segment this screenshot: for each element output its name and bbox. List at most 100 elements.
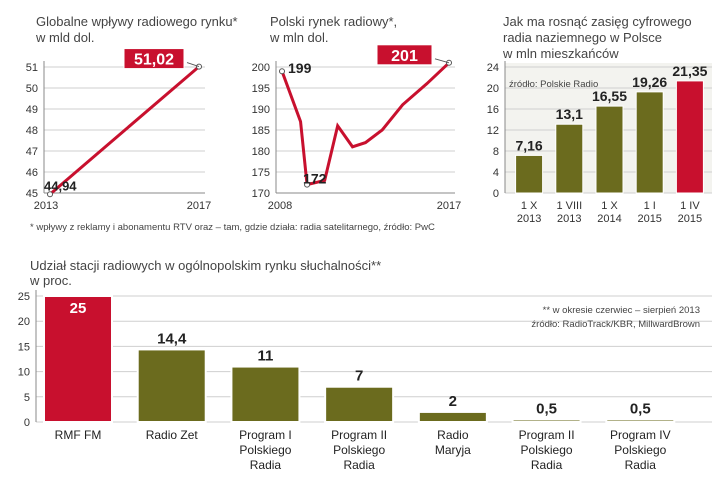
chart4-ytick: 0 xyxy=(24,417,30,429)
chart4-category-label: Radio Zet xyxy=(146,428,199,442)
chart3-ytick: 20 xyxy=(487,83,499,95)
chart4-category-label: Radia xyxy=(531,458,563,472)
chart4-category-label: Radia xyxy=(343,458,375,472)
chart3-value-label: 13,1 xyxy=(556,106,583,122)
chart4-category-label: Program I xyxy=(239,428,292,442)
chart4-value-label: 25 xyxy=(70,300,87,317)
chart4-value-label: 11 xyxy=(257,348,273,365)
chart4-ytick: 20 xyxy=(18,316,30,328)
chart4-category-label: Radia xyxy=(250,458,282,472)
chart4-ytick: 15 xyxy=(18,341,30,353)
chart2-ytick: 175 xyxy=(252,167,270,179)
chart3-ytick: 16 xyxy=(487,104,499,116)
chart4-category-label: Polskiego xyxy=(333,443,385,457)
chart1-ytick: 45 xyxy=(26,188,38,200)
chart1-ytick: 46 xyxy=(26,167,38,179)
chart4-bar xyxy=(324,385,395,423)
chart2-xtick: 2008 xyxy=(268,200,292,212)
chart4-category-label: Radio xyxy=(437,428,469,442)
chart2-ytick: 190 xyxy=(252,104,270,116)
chart2-ytick: 170 xyxy=(252,188,270,200)
chart2-ytick: 200 xyxy=(252,62,270,74)
chart3-category-label: 2015 xyxy=(637,213,661,225)
chart4-value-label: 14,4 xyxy=(157,330,187,347)
chart3-value-label: 16,55 xyxy=(592,88,627,104)
chart1-xtick: 2013 xyxy=(34,200,58,212)
chart1-point xyxy=(47,191,53,198)
chart4-note: ** w okresie czerwiec – sierpień 2013 xyxy=(543,305,700,316)
chart1-ytick: 49 xyxy=(26,104,38,116)
chart3-ytick: 8 xyxy=(493,146,499,158)
chart3-category-label: 2014 xyxy=(597,213,621,225)
chart1-start-label: 44,94 xyxy=(44,178,77,193)
chart2-ytick: 185 xyxy=(252,125,270,137)
chart3-category-label: 1 X xyxy=(601,200,618,212)
chart4-ytick: 5 xyxy=(24,392,30,404)
chart4-bar xyxy=(230,365,301,423)
chart1-ytick: 47 xyxy=(26,146,38,158)
chart3-category-label: 1 I xyxy=(644,200,656,212)
chart3-category-label: 2013 xyxy=(557,213,581,225)
chart4-category-label: Program IV xyxy=(610,428,671,442)
chart2-start-label: 199 xyxy=(288,60,312,76)
chart1-title: Globalne wpływy radiowego rynku* xyxy=(36,14,238,29)
chart1-series-line xyxy=(49,65,200,196)
chart2-title: Polski rynek radiowy*, xyxy=(270,14,397,29)
chart2-point-min xyxy=(304,181,311,188)
chart3-category-label: 2015 xyxy=(678,213,702,225)
chart4-value-label: 7 xyxy=(355,368,363,385)
chart2-ytick: 180 xyxy=(252,146,270,158)
chart3-ytick: 4 xyxy=(493,167,499,179)
chart2-subtitle: w mln dol. xyxy=(269,30,329,45)
chart2-ytick: 195 xyxy=(252,83,270,95)
chart4-bar xyxy=(605,418,676,424)
chart4-category-label: Polskiego xyxy=(521,443,573,457)
chart3-value-label: 7,16 xyxy=(515,137,542,153)
chart3-subtitle: radia naziemnego w Polsce xyxy=(503,30,662,45)
chart3-bar xyxy=(555,123,584,194)
chart4-category-label: Maryja xyxy=(435,443,471,457)
chart2-min-label: 172 xyxy=(303,171,327,187)
chart3-category-label: 1 VIII xyxy=(556,200,582,212)
chart4-bar xyxy=(417,410,488,424)
chart4-value-label: 2 xyxy=(449,393,457,410)
chart3-title: Jak ma rosnąć zasięg cyfrowego xyxy=(503,14,692,29)
chart3-ytick: 24 xyxy=(487,62,499,74)
chart2-xtick: 2017 xyxy=(437,200,461,212)
chart4-category-label: Program II xyxy=(519,428,575,442)
chart2-end-connector xyxy=(434,58,450,64)
chart4-bar xyxy=(136,348,207,424)
chart1-end-label-box xyxy=(123,48,185,70)
chart3-ytick: 12 xyxy=(487,125,499,137)
chart4-category-label: Polskiego xyxy=(239,443,291,457)
chart3-category-label: 2013 xyxy=(517,213,541,225)
chart1-subtitle: w mld dol. xyxy=(35,30,95,45)
chart4-title: Udział stacji radiowych w ogólnopolskim … xyxy=(30,258,381,273)
chart4-ytick: 25 xyxy=(18,291,30,303)
chart3-ytick: 0 xyxy=(493,188,499,200)
chart3-bar xyxy=(635,91,664,194)
chart4-source: źródło: RadioTrack/KBR, MillwardBrown xyxy=(531,319,700,330)
chart4-category-label: Program II xyxy=(331,428,387,442)
chart4-bar xyxy=(511,418,582,424)
chart4-bar xyxy=(43,295,113,423)
chart1-end-label: 51,02 xyxy=(134,52,174,69)
chart3-category-label: 1 X xyxy=(521,200,538,212)
chart3-source: źródło: Polskie Radio xyxy=(509,79,598,90)
chart2-series-line xyxy=(280,61,451,187)
chart3-value-label: 21,35 xyxy=(672,63,707,79)
chart3-bar xyxy=(515,154,544,194)
chart3-subtitle2: w mln mieszkańców xyxy=(502,46,619,61)
chart4-category-label: RMF FM xyxy=(55,428,102,442)
chart3-value-label: 19,26 xyxy=(632,74,667,90)
chart2-end-label: 201 xyxy=(391,48,418,65)
chart4-category-label: Radia xyxy=(625,458,657,472)
chart3-bar xyxy=(675,80,704,194)
chart1-ytick: 48 xyxy=(26,125,38,137)
chart1-xtick: 2017 xyxy=(187,200,211,212)
chart1-ytick: 51 xyxy=(26,62,38,74)
chart4-category-label: Polskiego xyxy=(614,443,666,457)
chart4-value-label: 0,5 xyxy=(630,400,651,417)
